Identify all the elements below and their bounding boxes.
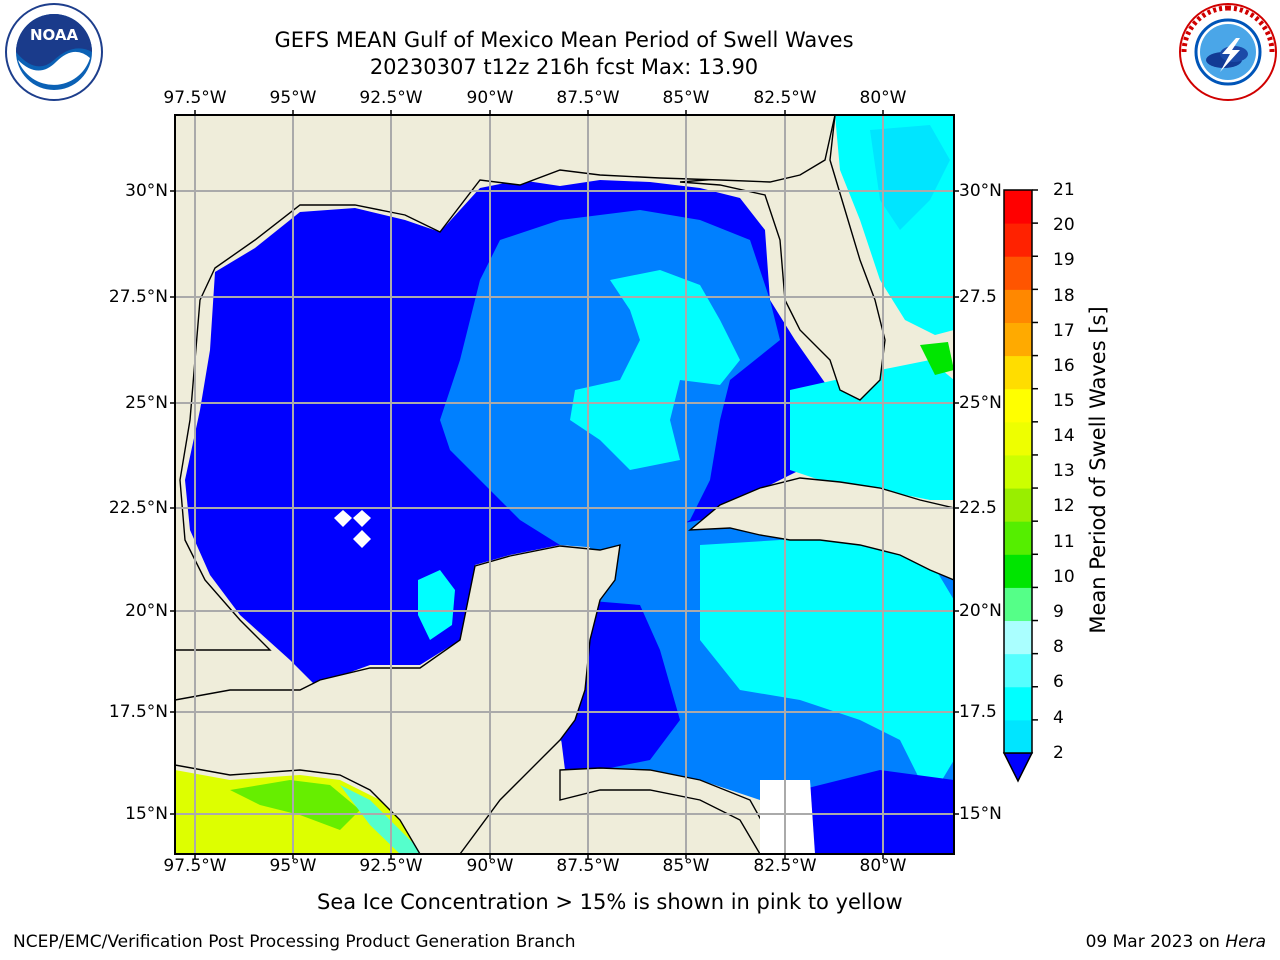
sea-ice-note: Sea Ice Concentration > 15% is shown in … [317, 890, 903, 914]
colorbar-tick-label: 15 [1053, 391, 1075, 411]
lat-label-left: 22.5°N [108, 498, 168, 518]
lon-label-bottom: 90°W [466, 856, 514, 876]
footer-host: Hera [1225, 932, 1266, 952]
colorbar-tick-label: 12 [1053, 496, 1075, 516]
colorbar-segment [1004, 653, 1032, 688]
colorbar-frame [1003, 189, 1033, 754]
lon-label-top: 87.5°W [556, 88, 620, 108]
lat-label-right: 27.5 [959, 287, 997, 307]
lat-label-left: 20°N [125, 601, 168, 621]
chart-subtitle: 20230307 t12z 216h fcst Max: 13.90 [369, 55, 759, 79]
colorbar-tick-label: 8 [1053, 637, 1064, 657]
colorbar-segment [1004, 587, 1032, 622]
nws-logo-icon [1179, 3, 1277, 101]
gulf-light-swell-region [570, 270, 740, 470]
lon-label-top: 80°W [859, 88, 907, 108]
lat-label-left: 17.5°N [108, 702, 168, 722]
lat-label-right: 30°N [959, 181, 1002, 201]
lat-label-left: 27.5°N [108, 287, 168, 307]
colorbar-segment [1004, 355, 1032, 390]
lat-label-right: 17.5 [959, 702, 997, 722]
lon-label-bottom: 97.5°W [163, 856, 227, 876]
colorbar-tick-label: 20 [1053, 215, 1075, 235]
footer-date-text: 09 Mar 2023 on [1085, 932, 1220, 952]
colorbar-segment [1004, 223, 1032, 257]
colorbar-segment [1004, 190, 1032, 224]
footer-date: 09 Mar 2023 on Hera [1086, 932, 1266, 952]
colorbar-tick-label: 2 [1053, 743, 1064, 763]
svg-text:NOAA: NOAA [30, 26, 79, 44]
lat-label-left: 25°N [125, 393, 168, 413]
colorbar-extend-triangle [1002, 752, 1034, 783]
footer-organization: NCEP/EMC/Verification Post Processing Pr… [13, 932, 576, 952]
caribbean-light-swell-region [700, 530, 954, 800]
lon-label-top: 97.5°W [163, 88, 227, 108]
chart-title: GEFS MEAN Gulf of Mexico Mean Period of … [274, 28, 854, 52]
lon-label-bottom: 85°W [662, 856, 710, 876]
colorbar-tick-label: 6 [1053, 672, 1064, 692]
map-frame [174, 114, 955, 855]
colorbar-segment [1004, 256, 1032, 290]
colorbar-tick-label: 21 [1053, 180, 1075, 200]
lat-label-left: 15°N [125, 804, 168, 824]
central-america-land [559, 767, 781, 854]
lon-label-top: 90°W [466, 88, 514, 108]
noaa-logo-icon: NOAA [5, 3, 103, 101]
colorbar-tick-label: 16 [1053, 356, 1075, 376]
colorbar-label: Mean Period of Swell Waves [s] [1086, 306, 1110, 634]
lon-label-bottom: 87.5°W [556, 856, 620, 876]
colorbar-segment [1004, 686, 1032, 721]
colorbar-tick-label: 19 [1053, 250, 1075, 270]
colorbar [1002, 189, 1038, 783]
colorbar-tick-label: 4 [1053, 708, 1064, 728]
lat-label-left: 30°N [125, 181, 168, 201]
colorbar-segment [1004, 554, 1032, 588]
lat-label-right: 20°N [959, 601, 1002, 621]
lon-label-top: 95°W [269, 88, 317, 108]
lon-label-top: 85°W [662, 88, 710, 108]
colorbar-segment [1004, 388, 1032, 423]
lon-label-bottom: 95°W [269, 856, 317, 876]
colorbar-tick-label: 11 [1053, 532, 1075, 552]
colorbar-segment [1004, 488, 1032, 522]
colorbar-segment [1004, 454, 1032, 489]
lat-label-right: 15°N [959, 804, 1002, 824]
colorbar-segment [1004, 421, 1032, 456]
graticule [175, 115, 954, 854]
colorbar-segment [1004, 719, 1032, 754]
colorbar-segment [1004, 521, 1032, 555]
lat-label-right: 25°N [959, 393, 1002, 413]
colorbar-tick-label: 17 [1053, 321, 1075, 341]
yucatan-land [175, 544, 621, 854]
cuba-land [687, 477, 954, 581]
colorbar-tick-label: 9 [1053, 602, 1064, 622]
colorbar-segment [1004, 322, 1032, 357]
colorbar-tick-label: 14 [1053, 426, 1075, 446]
lon-label-bottom: 82.5°W [753, 856, 817, 876]
colorbar-tick-label: 18 [1053, 286, 1075, 306]
colorbar-tick-label: 13 [1053, 461, 1075, 481]
colorbar-tick-label: 10 [1053, 567, 1075, 587]
colorbar-segment [1004, 620, 1032, 655]
lat-label-right: 22.5 [959, 498, 997, 518]
lon-label-top: 92.5°W [359, 88, 423, 108]
lon-label-top: 82.5°W [753, 88, 817, 108]
colorbar-segment [1004, 289, 1032, 323]
lon-label-bottom: 80°W [859, 856, 907, 876]
lon-label-bottom: 92.5°W [359, 856, 423, 876]
